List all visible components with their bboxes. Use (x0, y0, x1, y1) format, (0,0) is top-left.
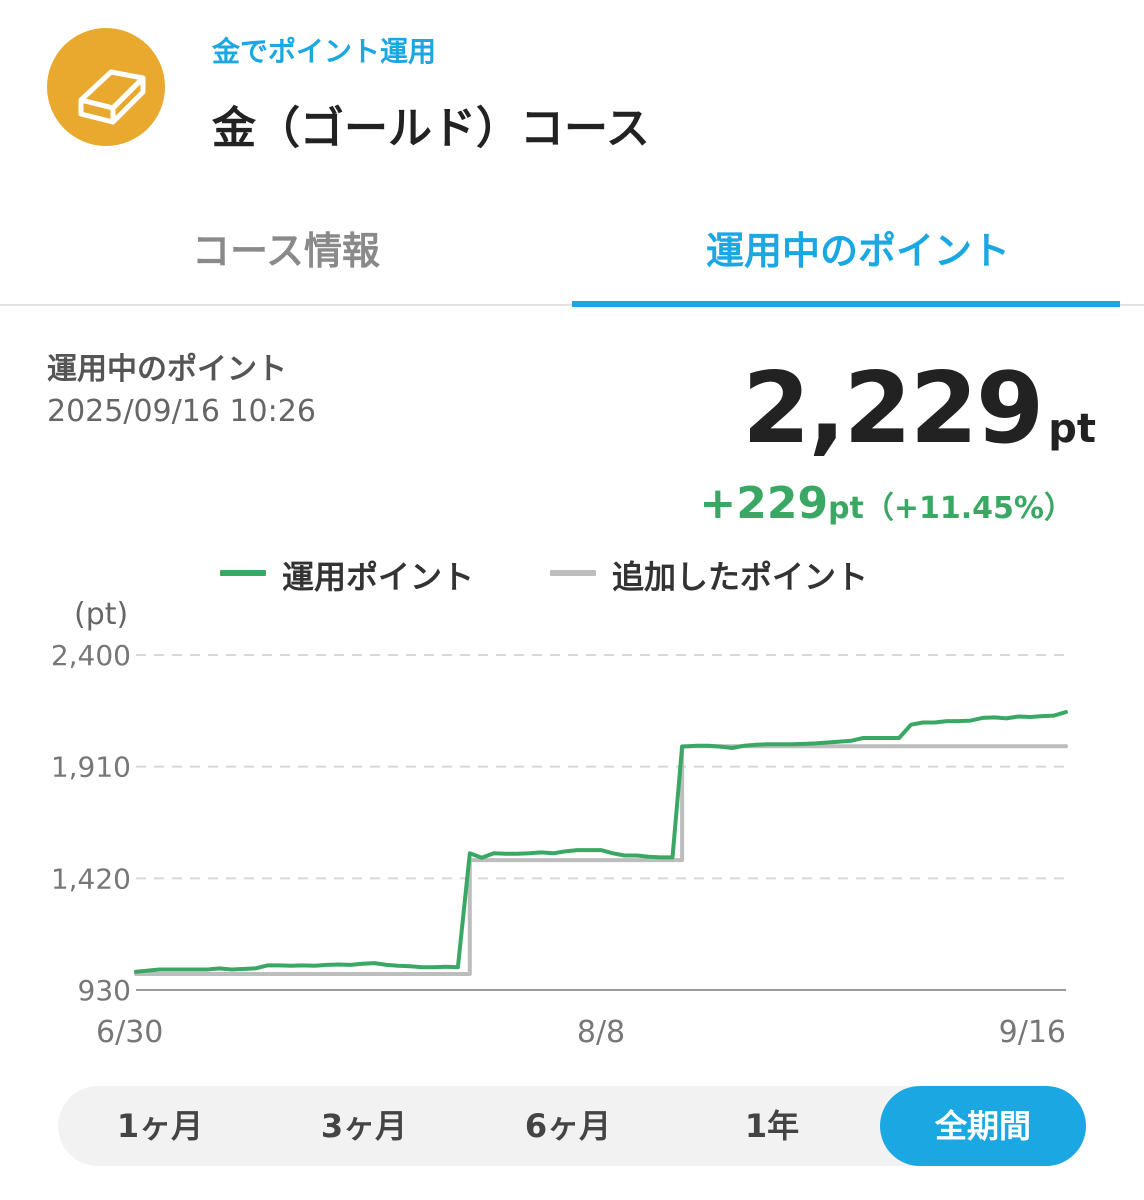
period-3-month-button[interactable]: 3ヶ月 (320, 1107, 408, 1145)
legend-label-added: 追加したポイント (612, 558, 869, 596)
tab-bar: コース情報 運用中のポイント (0, 200, 1144, 308)
period-6-month-button[interactable]: 6ヶ月 (524, 1107, 612, 1145)
y-tick-label: 2,400 (51, 639, 131, 672)
x-tick-label: 8/8 (577, 1015, 625, 1050)
period-all-button[interactable]: 全期間 (880, 1086, 1086, 1166)
points-timestamp: 2025/09/16 10:26 (47, 394, 316, 429)
legend-swatch-invested (220, 570, 266, 576)
series-line-added (134, 744, 1068, 976)
course-category: 金でポイント運用 (212, 35, 437, 68)
legend-swatch-added (550, 570, 596, 576)
points-total-value: 2,229 (742, 352, 1044, 466)
tab-active-points[interactable]: 運用中のポイント (705, 229, 1010, 273)
legend-label-invested: 運用ポイント (282, 558, 475, 596)
course-header: 金でポイント運用 金（ゴールド）コース (0, 0, 1144, 200)
points-change-unit: pt (828, 491, 864, 526)
period-1-year-button[interactable]: 1年 (744, 1107, 800, 1145)
points-chart: (pt) 2,400 1,910 1,420 930 6/30 8/8 9/16 (51, 597, 1068, 1050)
x-tick-label: 6/30 (96, 1015, 163, 1050)
y-tick-label: 930 (78, 974, 131, 1007)
page-title: 金（ゴールド）コース (212, 103, 650, 154)
period-selector: 1ヶ月 3ヶ月 6ヶ月 1年 全期間 (58, 1086, 1086, 1166)
course-logo (47, 28, 165, 146)
y-tick-label: 1,910 (51, 751, 131, 784)
y-axis-label: (pt) (74, 597, 128, 632)
period-1-month-button[interactable]: 1ヶ月 (116, 1107, 204, 1145)
gold-bar-icon (78, 69, 146, 125)
points-label: 運用中のポイント (47, 352, 287, 387)
points-change-percent: （+11.45%） (863, 491, 1074, 526)
tab-course-info[interactable]: コース情報 (191, 229, 381, 273)
active-tab-indicator (572, 301, 1120, 307)
y-tick-label: 1,420 (51, 862, 131, 895)
x-tick-label: 9/16 (999, 1015, 1066, 1050)
points-change: +229pt（+11.45%） (699, 478, 1074, 529)
points-total-unit: pt (1048, 406, 1096, 452)
series-line-invested (134, 710, 1068, 974)
points-change-value: +229 (699, 478, 829, 529)
points-total: 2,229 pt (742, 352, 1096, 466)
